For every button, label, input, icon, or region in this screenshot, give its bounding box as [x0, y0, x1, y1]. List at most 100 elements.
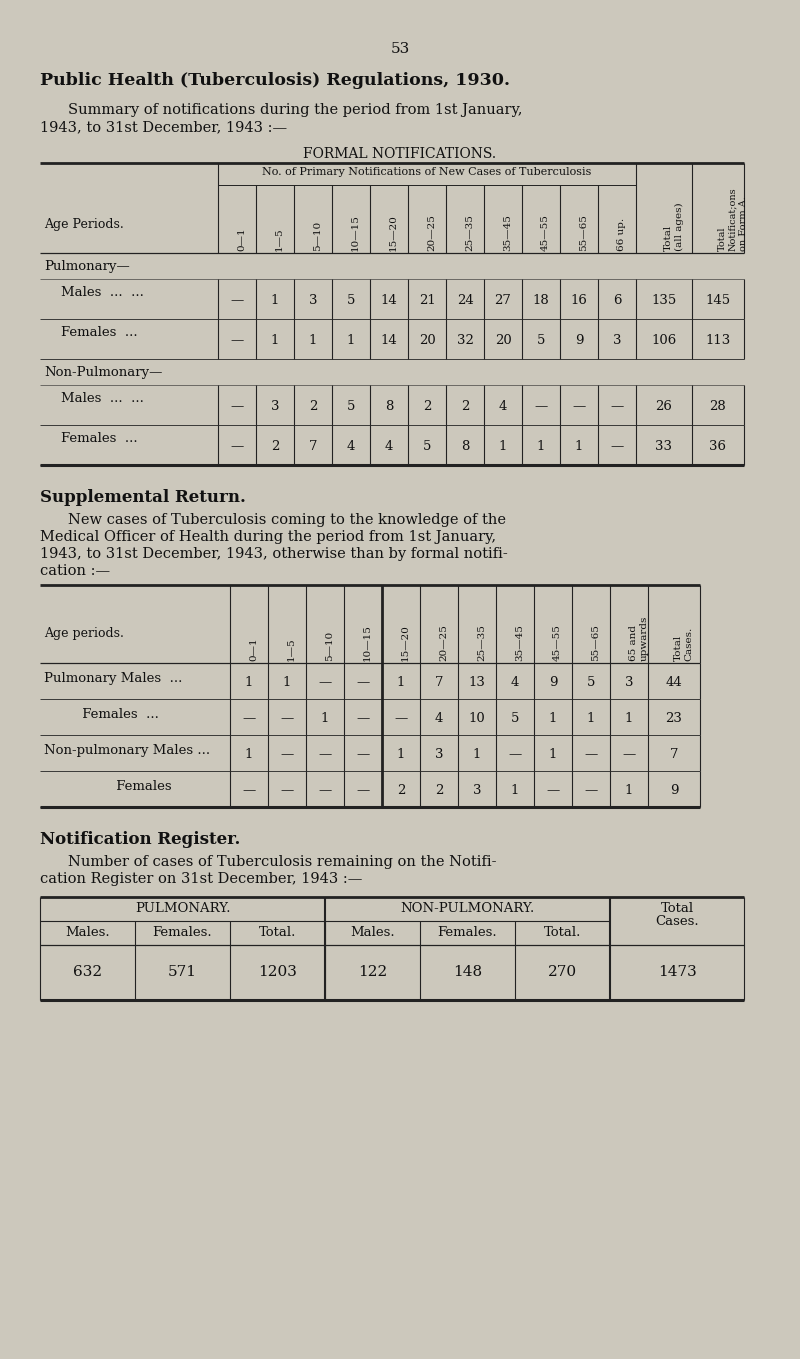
Text: 66 up.: 66 up. [617, 217, 626, 251]
Text: 33: 33 [655, 440, 673, 453]
Text: 3: 3 [434, 747, 443, 761]
Text: 113: 113 [706, 334, 730, 347]
Text: 55—65: 55—65 [591, 624, 600, 660]
Text: 35—45: 35—45 [515, 624, 524, 660]
Text: 65 and
upwards: 65 and upwards [629, 616, 648, 660]
Text: Non-Pulmonary—: Non-Pulmonary— [44, 366, 162, 379]
Text: —: — [356, 784, 370, 796]
Text: 1: 1 [397, 675, 405, 689]
Text: Pulmonary—: Pulmonary— [44, 260, 130, 273]
Text: 24: 24 [457, 294, 474, 307]
Text: Total: Total [661, 902, 694, 915]
Text: —: — [508, 747, 522, 761]
Text: 145: 145 [706, 294, 730, 307]
Text: —: — [318, 747, 332, 761]
Text: 1: 1 [321, 712, 329, 724]
Text: 27: 27 [494, 294, 511, 307]
Text: 20—25: 20—25 [439, 624, 448, 660]
Text: 2: 2 [461, 400, 469, 413]
Text: 571: 571 [168, 965, 197, 980]
Text: 1: 1 [309, 334, 317, 347]
Text: 1: 1 [245, 747, 253, 761]
Text: —: — [280, 712, 294, 724]
Text: Males.: Males. [65, 925, 110, 939]
Text: 25—35: 25—35 [477, 624, 486, 660]
Text: —: — [546, 784, 560, 796]
Text: 1: 1 [549, 747, 557, 761]
Text: 16: 16 [570, 294, 587, 307]
Text: 5: 5 [511, 712, 519, 724]
Text: Total
(all ages): Total (all ages) [664, 202, 683, 251]
Text: 1: 1 [245, 675, 253, 689]
Text: —: — [622, 747, 636, 761]
Text: 8: 8 [385, 400, 393, 413]
Text: 135: 135 [651, 294, 677, 307]
Text: Total
Cases.: Total Cases. [674, 626, 694, 660]
Text: 632: 632 [73, 965, 102, 980]
Text: Females  ...: Females ... [44, 432, 138, 444]
Text: 1: 1 [473, 747, 481, 761]
Text: Males  ...  ...: Males ... ... [44, 285, 144, 299]
Text: Notification Register.: Notification Register. [40, 830, 240, 848]
Text: 8: 8 [461, 440, 469, 453]
Text: —: — [280, 784, 294, 796]
Text: 9: 9 [670, 784, 678, 796]
Text: 45—55: 45—55 [541, 215, 550, 251]
Text: Age Periods.: Age Periods. [44, 217, 124, 231]
Text: 9: 9 [549, 675, 558, 689]
Text: No. of Primary Notifications of New Cases of Tuberculosis: No. of Primary Notifications of New Case… [262, 167, 592, 177]
Text: Pulmonary Males  ...: Pulmonary Males ... [44, 671, 182, 685]
Text: 1: 1 [549, 712, 557, 724]
Text: Total.: Total. [544, 925, 581, 939]
Text: 23: 23 [666, 712, 682, 724]
Text: 10: 10 [469, 712, 486, 724]
Text: 2: 2 [397, 784, 405, 796]
Text: 1: 1 [347, 334, 355, 347]
Text: 3: 3 [613, 334, 622, 347]
Text: 0—1: 0—1 [237, 227, 246, 251]
Text: 4: 4 [385, 440, 393, 453]
Text: Summary of notifications during the period from 1st January,: Summary of notifications during the peri… [68, 103, 522, 117]
Text: —: — [610, 440, 624, 453]
Text: 3: 3 [270, 400, 279, 413]
Text: —: — [394, 712, 408, 724]
Text: 32: 32 [457, 334, 474, 347]
Text: 1—5: 1—5 [287, 637, 296, 660]
Text: 2: 2 [435, 784, 443, 796]
Text: 1203: 1203 [258, 965, 297, 980]
Text: —: — [584, 747, 598, 761]
Text: —: — [356, 747, 370, 761]
Text: 20: 20 [494, 334, 511, 347]
Text: 14: 14 [381, 334, 398, 347]
Text: —: — [356, 712, 370, 724]
Text: 5: 5 [587, 675, 595, 689]
Text: 4: 4 [499, 400, 507, 413]
Text: 1943, to 31st December, 1943 :—: 1943, to 31st December, 1943 :— [40, 120, 287, 135]
Text: 7: 7 [670, 747, 678, 761]
Text: —: — [230, 400, 244, 413]
Text: 1: 1 [511, 784, 519, 796]
Text: 15—20: 15—20 [401, 624, 410, 660]
Text: 10—15: 10—15 [363, 624, 372, 660]
Text: —: — [242, 712, 256, 724]
Text: PULMONARY.: PULMONARY. [134, 902, 230, 915]
Text: —: — [318, 675, 332, 689]
Text: 1: 1 [625, 784, 633, 796]
Text: NON-PULMONARY.: NON-PULMONARY. [400, 902, 534, 915]
Text: 9: 9 [574, 334, 583, 347]
Text: 106: 106 [651, 334, 677, 347]
Text: 3: 3 [309, 294, 318, 307]
Text: Public Health (Tuberculosis) Regulations, 1930.: Public Health (Tuberculosis) Regulations… [40, 72, 510, 88]
Text: 5—10: 5—10 [325, 631, 334, 660]
Text: 1473: 1473 [658, 965, 696, 980]
Text: Males.: Males. [350, 925, 395, 939]
Text: 2: 2 [271, 440, 279, 453]
Text: 3: 3 [473, 784, 482, 796]
Text: 53: 53 [390, 42, 410, 56]
Text: 25—35: 25—35 [465, 215, 474, 251]
Text: 1: 1 [271, 334, 279, 347]
Text: Age periods.: Age periods. [44, 626, 124, 640]
Text: 4: 4 [347, 440, 355, 453]
Text: Cases.: Cases. [655, 915, 699, 928]
Text: 2: 2 [423, 400, 431, 413]
